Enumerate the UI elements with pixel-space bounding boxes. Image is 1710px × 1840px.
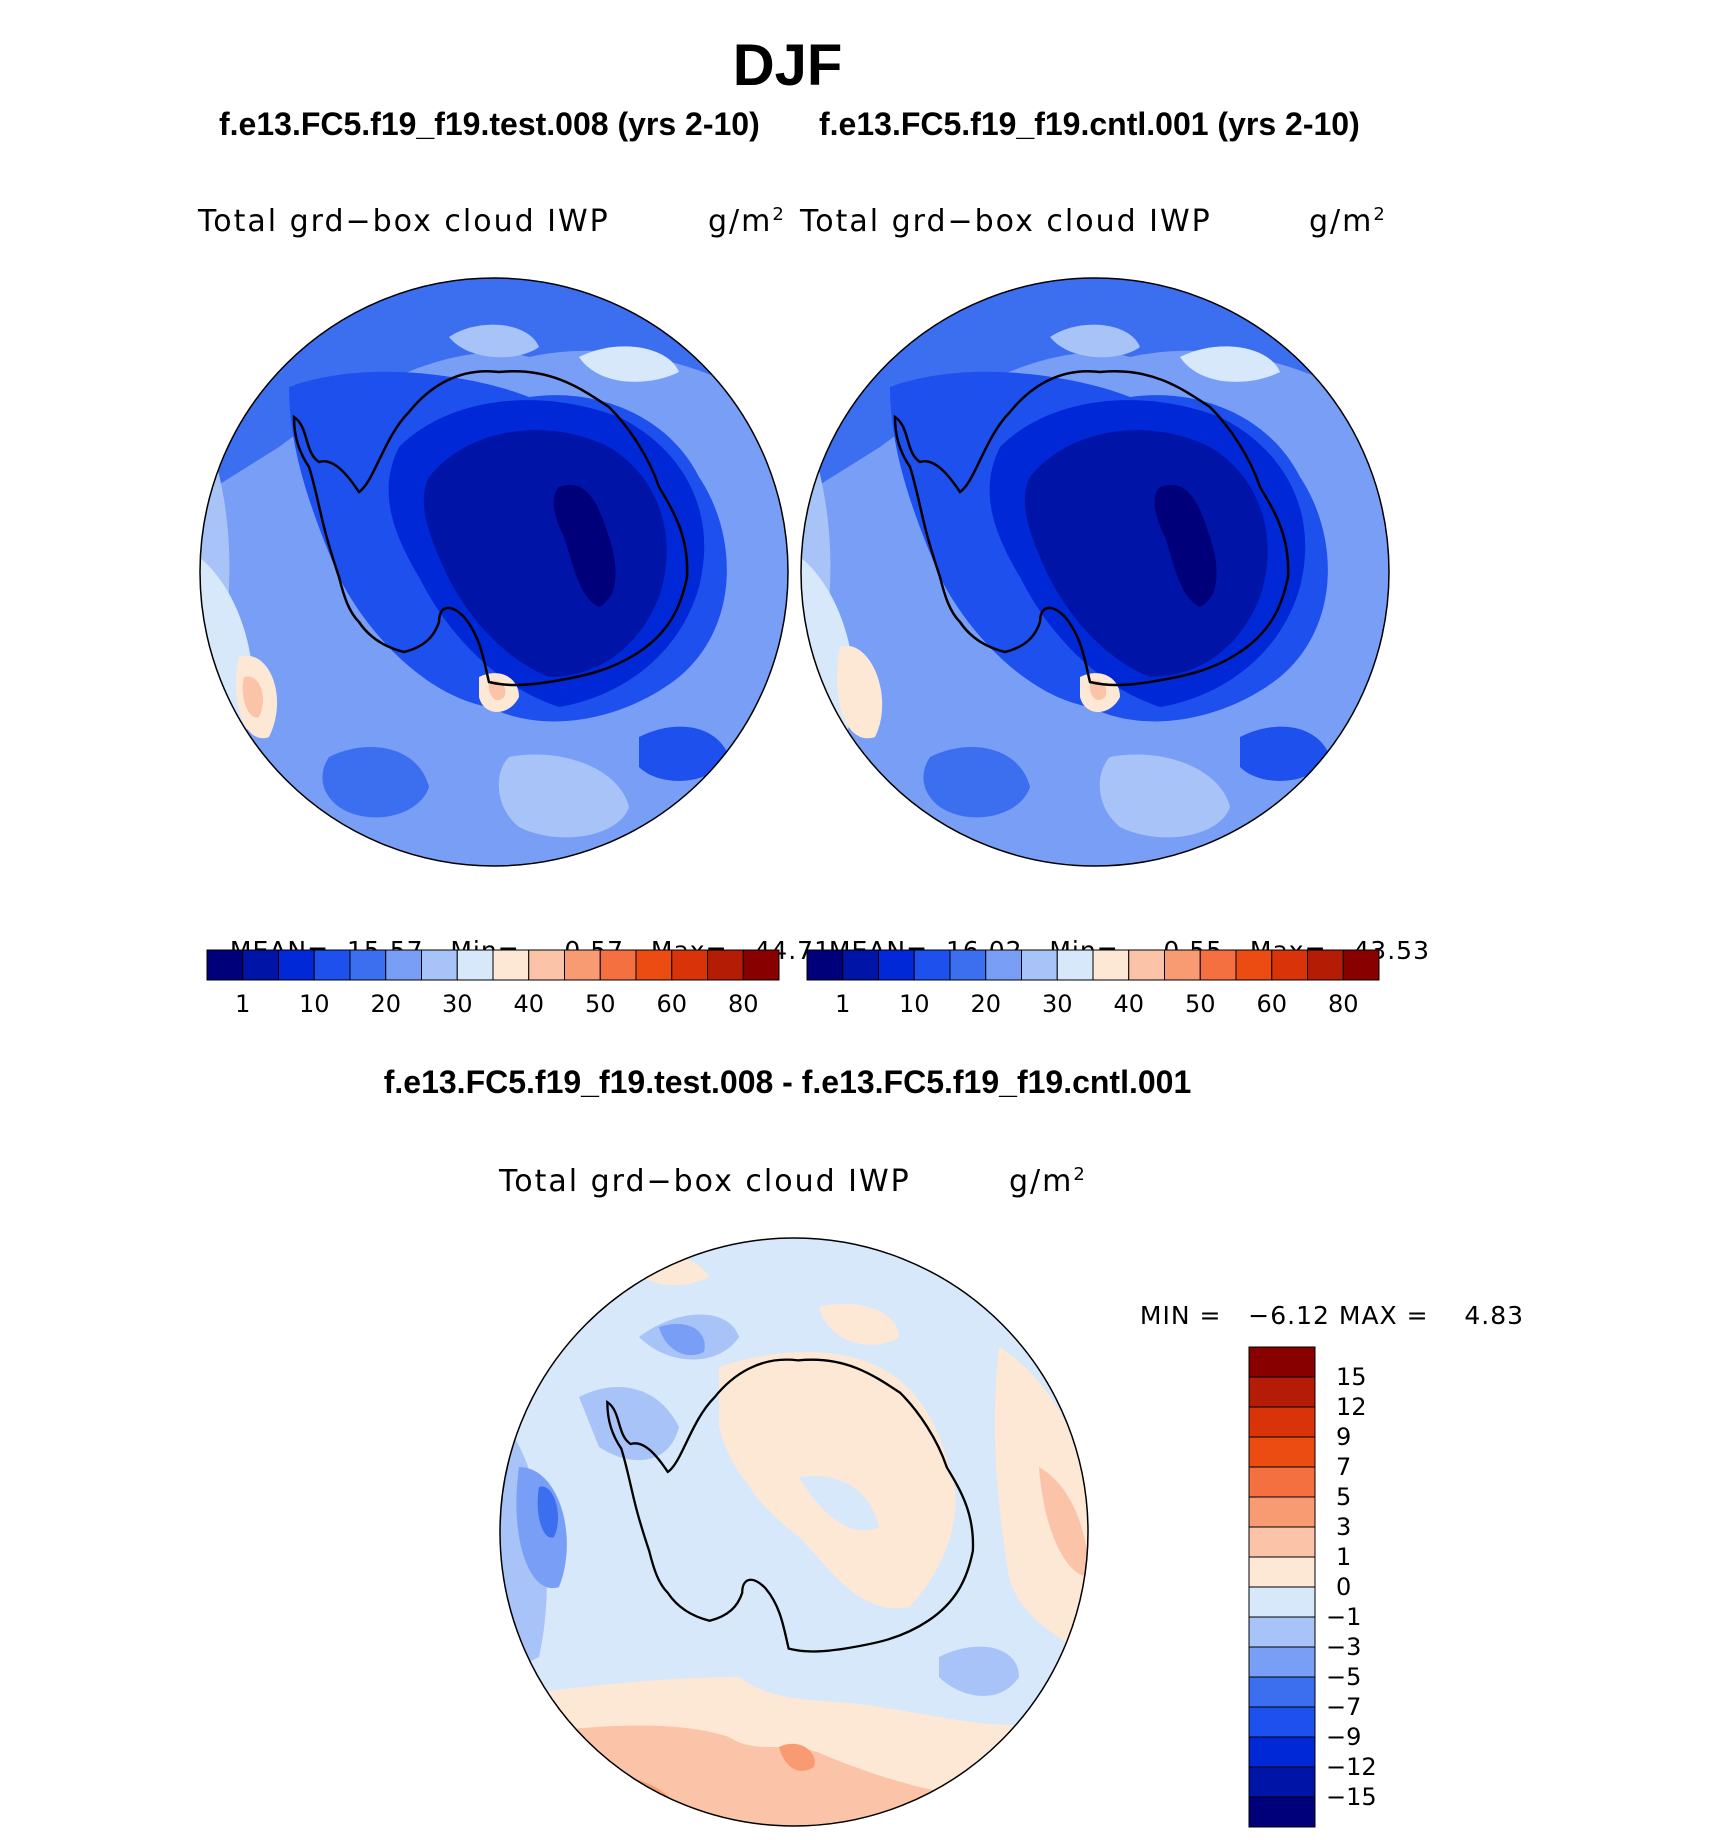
test-colorbar	[206, 949, 780, 981]
colorbar-tick-label: 30	[441, 990, 473, 1018]
colorbar-tick-label: 40	[1113, 990, 1145, 1018]
colorbar-box	[278, 949, 315, 981]
colorbar-tick-label: 0	[1336, 1573, 1352, 1601]
colorbar-tick-label: 1	[1336, 1543, 1352, 1571]
control-case-title: f.e13.FC5.f19_f19.cntl.001 (yrs 2-10)	[819, 106, 1360, 142]
colorbar-tick-label: 9	[1336, 1423, 1352, 1451]
colorbar-box	[1248, 1346, 1316, 1378]
colorbar-box	[806, 949, 844, 981]
colorbar-tick-label: −3	[1326, 1633, 1362, 1661]
colorbar-box	[1248, 1706, 1316, 1738]
colorbar-box	[456, 949, 494, 981]
colorbar-box	[528, 949, 565, 981]
colorbar-box	[1248, 1496, 1316, 1528]
control-colorbar-ticks: 1 10 20 30 40 50 60 80	[807, 990, 1379, 1020]
colorbar-tick-label: 80	[727, 990, 759, 1018]
colorbar-box	[492, 949, 530, 981]
colorbar-tick-label: −1	[1326, 1603, 1362, 1631]
control-unit-label: g/m2	[1309, 204, 1385, 239]
colorbar-tick-label: 40	[513, 990, 545, 1018]
main-title: DJF	[732, 33, 843, 98]
colorbar-box	[1092, 949, 1130, 981]
test-polar-map	[199, 277, 789, 867]
colorbar-box	[707, 949, 744, 981]
colorbar-box	[635, 949, 673, 981]
colorbar-box	[1248, 1676, 1316, 1708]
colorbar-tick-label: 10	[298, 990, 330, 1018]
colorbar-box	[949, 949, 987, 981]
test-case-title: f.e13.FC5.f19_f19.test.008 (yrs 2-10)	[219, 106, 760, 142]
colorbar-box	[1248, 1466, 1316, 1498]
colorbar-box	[313, 949, 351, 981]
difference-colorbar	[1248, 1346, 1316, 1828]
colorbar-tick-label: 10	[898, 990, 930, 1018]
colorbar-tick-label: 5	[1336, 1483, 1352, 1511]
colorbar-box	[242, 949, 279, 981]
colorbar-tick-label: 30	[1041, 990, 1073, 1018]
difference-variable-label: Total grd−box cloud IWP	[499, 1164, 911, 1199]
colorbar-tick-label: −9	[1326, 1723, 1362, 1751]
difference-title: f.e13.FC5.f19_f19.test.008 - f.e13.FC5.f…	[383, 1064, 1192, 1100]
colorbar-tick-label: 20	[370, 990, 402, 1018]
colorbar-tick-label: 80	[1327, 990, 1359, 1018]
colorbar-tick-label: 50	[584, 990, 616, 1018]
colorbar-tick-label: −15	[1326, 1783, 1377, 1811]
colorbar-box	[1342, 949, 1380, 981]
colorbar-box	[385, 949, 422, 981]
colorbar-box	[1248, 1376, 1316, 1408]
colorbar-box	[1248, 1526, 1316, 1558]
colorbar-box	[206, 949, 244, 981]
control-colorbar	[806, 949, 1380, 981]
colorbar-box	[1248, 1556, 1316, 1588]
colorbar-box	[878, 949, 915, 981]
colorbar-box	[1271, 949, 1308, 981]
colorbar-box	[1056, 949, 1094, 981]
control-polar-map	[800, 277, 1390, 867]
colorbar-box	[1248, 1406, 1316, 1438]
colorbar-box	[349, 949, 387, 981]
colorbar-box	[1164, 949, 1201, 981]
colorbar-box	[1248, 1436, 1316, 1468]
colorbar-box	[985, 949, 1022, 981]
colorbar-box	[1248, 1736, 1316, 1768]
colorbar-tick-label: 7	[1336, 1453, 1352, 1481]
test-unit-label: g/m2	[708, 204, 784, 239]
colorbar-tick-label: 15	[1336, 1363, 1367, 1391]
colorbar-box	[1021, 949, 1058, 981]
control-variable-label: Total grd−box cloud IWP	[800, 204, 1212, 239]
colorbar-box	[1307, 949, 1344, 981]
colorbar-tick-label: 1	[235, 990, 251, 1018]
colorbar-box	[842, 949, 879, 981]
colorbar-box	[1199, 949, 1237, 981]
colorbar-tick-label: 60	[656, 990, 688, 1018]
colorbar-tick-label: 50	[1184, 990, 1216, 1018]
colorbar-box	[1128, 949, 1165, 981]
test-colorbar-ticks: 1 10 20 30 40 50 60 80	[207, 990, 779, 1020]
colorbar-tick-label: 12	[1336, 1393, 1367, 1421]
difference-polar-map	[499, 1237, 1089, 1827]
colorbar-box	[1248, 1586, 1316, 1618]
colorbar-box	[742, 949, 780, 981]
colorbar-box	[1248, 1646, 1316, 1678]
colorbar-box	[421, 949, 458, 981]
colorbar-tick-label: 20	[970, 990, 1002, 1018]
colorbar-box	[1248, 1616, 1316, 1648]
colorbar-tick-label: 1	[835, 990, 851, 1018]
difference-unit-label: g/m2	[1009, 1164, 1085, 1199]
colorbar-box	[1235, 949, 1273, 981]
colorbar-box	[564, 949, 601, 981]
colorbar-box	[1248, 1796, 1316, 1828]
difference-colorbar-ticks: 15 12 9 7 5 3 1 0 −1 −3 −5 −7 −9 −12 −15	[1326, 1347, 1406, 1827]
colorbar-tick-label: −12	[1326, 1753, 1377, 1781]
colorbar-tick-label: −5	[1326, 1663, 1362, 1691]
colorbar-box	[1248, 1766, 1316, 1798]
colorbar-box	[599, 949, 637, 981]
colorbar-box	[913, 949, 951, 981]
test-variable-label: Total grd−box cloud IWP	[198, 204, 610, 239]
difference-stats: MIN = −6.12 MAX = 4.83	[1139, 1301, 1525, 1330]
colorbar-tick-label: −7	[1326, 1693, 1362, 1721]
colorbar-box	[671, 949, 708, 981]
colorbar-tick-label: 3	[1336, 1513, 1352, 1541]
colorbar-tick-label: 60	[1256, 990, 1288, 1018]
